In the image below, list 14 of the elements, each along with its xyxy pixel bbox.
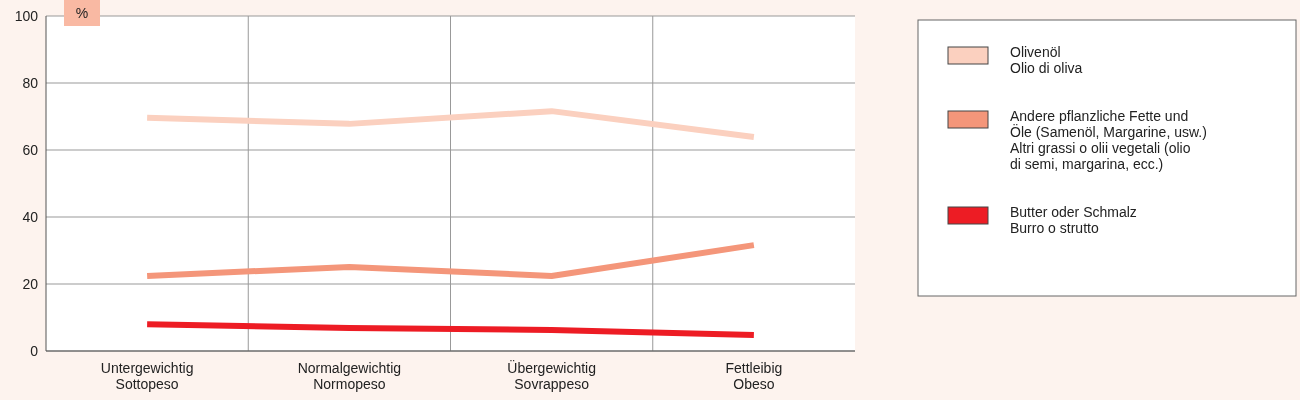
x-tick-label: Normalgewichtig Normopeso (297, 360, 402, 392)
y-tick-label: 60 (22, 141, 39, 158)
x-tick-label: Fettleibig Obeso (725, 360, 783, 392)
y-tick-label: 100 (14, 7, 39, 24)
y-tick-label: 0 (30, 342, 39, 359)
y-axis-title: % (75, 5, 89, 21)
x-tick-label: Untergewichtig Sottopeso (100, 360, 194, 392)
y-tick-label: 80 (22, 74, 39, 91)
legend-label: Olivenöl Olio di oliva (1010, 44, 1083, 76)
legend-label: Andere pflanzliche Fette und Öle (Samenöl, Margarine, usw.) Altri grassi o olii vegetali (olio di semi, margarina, ecc.) (1010, 108, 1207, 172)
x-tick-label: Übergewichtig Sovrappeso (507, 359, 596, 392)
y-tick-label: 20 (22, 275, 39, 292)
legend-label: Butter oder Schmalz Burro o strutto (1010, 204, 1137, 236)
y-tick-label: 40 (22, 208, 39, 225)
